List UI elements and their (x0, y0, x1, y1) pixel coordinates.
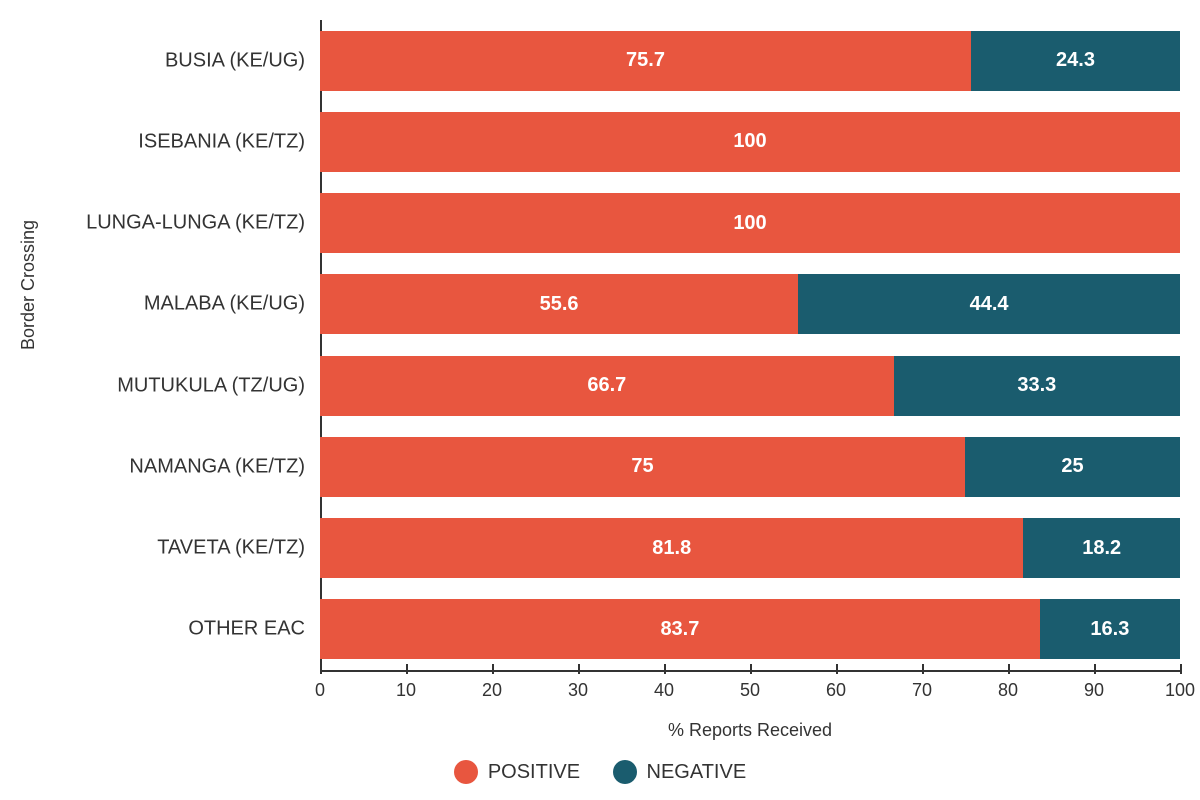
chart-row: NAMANGA (KE/TZ)7525 (320, 426, 1180, 507)
x-tick (750, 664, 752, 674)
x-tick (664, 664, 666, 674)
x-tick-label: 100 (1165, 680, 1195, 701)
chart-row: LUNGA-LUNGA (KE/TZ)100 (320, 183, 1180, 264)
bar-track: 66.7 33.3 (320, 356, 1180, 416)
x-axis: 0102030405060708090100 (320, 670, 1180, 710)
bar-segment-positive: 55.6 (320, 274, 798, 334)
x-tick-label: 80 (998, 680, 1018, 701)
bar-value-label: 66.7 (587, 374, 626, 397)
bar-segment-positive: 75 (320, 437, 965, 497)
bar-value-label: 83.7 (660, 618, 699, 641)
bar-value-label: 75.7 (626, 49, 665, 72)
x-tick (922, 664, 924, 674)
bar-value-label: 81.8 (652, 537, 691, 560)
bar-value-label: 24.3 (1056, 49, 1095, 72)
x-tick-label: 70 (912, 680, 932, 701)
category-label: BUSIA (KE/UG) (165, 49, 305, 72)
legend-item-negative: NEGATIVE (613, 760, 747, 784)
bar-track: 100 (320, 193, 1180, 253)
bar-segment-positive: 100 (320, 193, 1180, 253)
chart-row: MALABA (KE/UG)55.644.4 (320, 264, 1180, 345)
bar-value-label: 33.3 (1017, 374, 1056, 397)
x-tick-label: 40 (654, 680, 674, 701)
bar-value-label: 55.6 (540, 293, 579, 316)
legend-swatch-positive (454, 760, 478, 784)
bar-segment-negative: 16.3 (1040, 599, 1180, 659)
bar-value-label: 100 (733, 212, 766, 235)
bar-value-label: 75 (631, 455, 653, 478)
bar-track: 55.6 44.4 (320, 274, 1180, 334)
bar-segment-negative: 18.2 (1023, 518, 1180, 578)
category-label: TAVETA (KE/TZ) (157, 537, 305, 560)
border-crossing-chart: Border Crossing BUSIA (KE/UG) 75.7 24.3 ISE… (0, 0, 1200, 800)
x-tick (836, 664, 838, 674)
x-tick (406, 664, 408, 674)
category-label: MUTUKULA (TZ/UG) (117, 374, 305, 397)
bar-value-label: 100 (733, 130, 766, 153)
plot-area: BUSIA (KE/UG)75.724.3ISEBANIA (KE/TZ)100… (320, 20, 1180, 670)
x-tick-label: 10 (396, 680, 416, 701)
x-tick-label: 20 (482, 680, 502, 701)
legend-item-positive: POSITIVE (454, 760, 580, 784)
x-tick-label: 90 (1084, 680, 1104, 701)
category-label: OTHER EAC (188, 618, 305, 641)
bar-track: 75 25 (320, 437, 1180, 497)
x-tick-label: 30 (568, 680, 588, 701)
bar-segment-positive: 83.7 (320, 599, 1040, 659)
category-label: NAMANGA (KE/TZ) (129, 455, 305, 478)
bar-segment-positive: 100 (320, 112, 1180, 172)
bar-segment-negative: 44.4 (798, 274, 1180, 334)
x-tick (1008, 664, 1010, 674)
bar-segment-positive: 66.7 (320, 356, 894, 416)
x-tick (492, 664, 494, 674)
bar-segment-positive: 75.7 (320, 31, 971, 91)
bar-segment-positive: 81.8 (320, 518, 1023, 578)
legend-label: NEGATIVE (647, 761, 747, 784)
category-label: LUNGA-LUNGA (KE/TZ) (86, 212, 305, 235)
bar-track: 83.7 16.3 (320, 599, 1180, 659)
x-tick-label: 0 (315, 680, 325, 701)
x-tick (320, 664, 322, 674)
legend-label: POSITIVE (488, 761, 580, 784)
x-axis-title: % Reports Received (320, 720, 1180, 741)
bar-segment-negative: 33.3 (894, 356, 1180, 416)
chart-row: ISEBANIA (KE/TZ)100 (320, 101, 1180, 182)
legend: POSITIVE NEGATIVE (0, 760, 1200, 789)
category-label: ISEBANIA (KE/TZ) (138, 130, 305, 153)
bar-segment-negative: 25 (965, 437, 1180, 497)
chart-row: OTHER EAC83.716.3 (320, 589, 1180, 670)
x-tick-label: 50 (740, 680, 760, 701)
bar-segment-negative: 24.3 (971, 31, 1180, 91)
bar-track: 100 (320, 112, 1180, 172)
x-tick (1180, 664, 1182, 674)
bar-value-label: 44.4 (970, 293, 1009, 316)
bar-value-label: 25 (1061, 455, 1083, 478)
bar-track: 81.8 18.2 (320, 518, 1180, 578)
bar-track: 75.7 24.3 (320, 31, 1180, 91)
bar-value-label: 16.3 (1090, 618, 1129, 641)
y-axis-title: Border Crossing (18, 220, 39, 350)
chart-row: BUSIA (KE/UG)75.724.3 (320, 20, 1180, 101)
x-tick-label: 60 (826, 680, 846, 701)
x-tick (1094, 664, 1096, 674)
chart-row: TAVETA (KE/TZ)81.818.2 (320, 508, 1180, 589)
category-label: MALABA (KE/UG) (144, 293, 305, 316)
bar-value-label: 18.2 (1082, 537, 1121, 560)
legend-swatch-negative (613, 760, 637, 784)
chart-row: MUTUKULA (TZ/UG)66.733.3 (320, 345, 1180, 426)
x-tick (578, 664, 580, 674)
